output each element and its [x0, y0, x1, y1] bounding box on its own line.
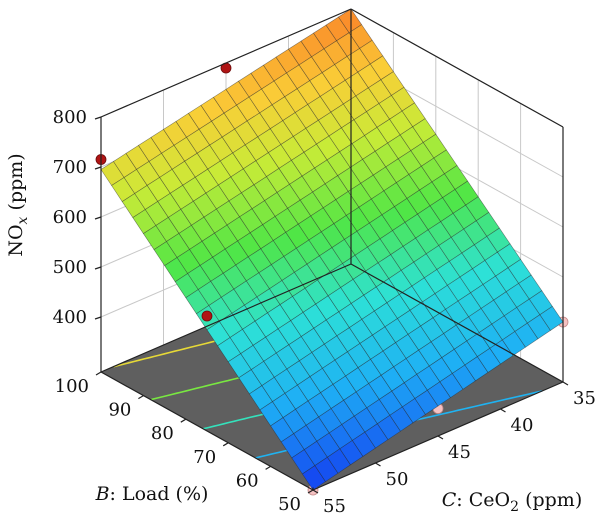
x-tick-label: 50	[278, 494, 301, 515]
y-tick-mark	[437, 435, 444, 440]
z-tick-mark	[94, 166, 102, 170]
z-tick-label: 500	[53, 257, 87, 278]
frame-top-edge	[350, 8, 564, 128]
y-tick-label: 40	[511, 415, 534, 436]
frame-top-edge	[100, 8, 352, 118]
y-tick-label: 45	[448, 442, 471, 463]
y-tick-label: 50	[386, 469, 409, 490]
x-tick-mark	[180, 418, 187, 423]
y-tick-mark	[312, 489, 319, 494]
x-tick-mark	[307, 489, 314, 494]
z-tick-label: 600	[53, 207, 87, 228]
surface-cell	[539, 305, 564, 331]
x-tick-mark	[138, 395, 144, 400]
y-tick-label: 55	[323, 496, 346, 517]
z-axis-title: NOx (ppm)	[5, 153, 31, 256]
tick-labels: 400 500 600 700 800 50 60 70 80 90 100 35 40 45 50 55	[53, 107, 596, 517]
z-tick-mark	[94, 216, 102, 220]
frame-floor-edge	[350, 263, 564, 383]
x-axis-title: B: Load (%)	[95, 483, 209, 505]
frame-floor-edge	[100, 263, 352, 373]
z-tick-label: 800	[53, 107, 87, 128]
x-tick-mark	[95, 371, 102, 376]
x-tick-label: 60	[236, 470, 259, 491]
frame-floor-edge	[100, 371, 314, 491]
x-tick-label: 90	[108, 400, 131, 421]
x-tick-mark	[222, 442, 229, 447]
x-tick-label: 80	[151, 423, 174, 444]
y-tick-mark	[375, 462, 381, 467]
z-tick-mark	[94, 266, 102, 270]
z-tick-label: 400	[53, 307, 87, 328]
z-tick-label: 700	[53, 157, 87, 178]
x-tick-label: 70	[193, 447, 216, 468]
z-tick-mark	[94, 116, 102, 120]
z-tick-mark	[94, 316, 102, 320]
y-axis-title: C: CeO2 (ppm)	[442, 489, 583, 515]
design-point	[201, 310, 213, 322]
x-tick-label: 100	[55, 376, 89, 397]
y-tick-label: 35	[573, 388, 596, 409]
response-surface	[100, 8, 564, 491]
y-tick-mark	[562, 381, 569, 386]
y-tick-mark	[500, 408, 506, 413]
x-tick-mark	[265, 465, 271, 470]
